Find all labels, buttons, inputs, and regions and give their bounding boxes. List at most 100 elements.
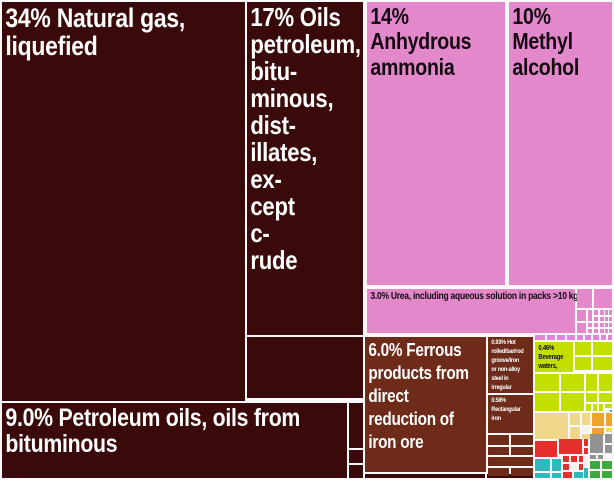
treemap-mosaic-cell[interactable] <box>588 329 592 333</box>
treemap-mosaic-cell[interactable] <box>579 464 583 470</box>
treemap-mosaic-cell[interactable] <box>575 342 591 355</box>
treemap-mosaic-cell[interactable] <box>559 439 582 454</box>
treemap-mosaic-cell[interactable] <box>563 472 572 478</box>
treemap-mosaic-cell[interactable] <box>584 468 588 478</box>
treemap-cell-petroleum-oils-bituminous[interactable]: 9.0% Petroleum oils, oils from bituminou… <box>2 403 347 478</box>
treemap-mosaic-cell[interactable] <box>574 472 583 478</box>
treemap-mosaic-cell[interactable] <box>609 317 612 321</box>
treemap-mosaic-cell[interactable] <box>349 403 363 448</box>
treemap-mosaic-cell[interactable] <box>584 456 588 466</box>
treemap-mosaic-cell[interactable] <box>488 435 509 445</box>
treemap-mosaic-cell[interactable] <box>488 447 509 455</box>
treemap-mosaic-cell[interactable] <box>593 404 597 411</box>
treemap-mosaic-cell[interactable] <box>584 439 588 446</box>
treemap-mosaic-cell[interactable] <box>570 427 580 439</box>
treemap-mosaic-cell[interactable] <box>349 465 363 478</box>
treemap-mosaic-cell[interactable] <box>593 357 612 370</box>
treemap-mosaic-cell[interactable] <box>535 374 559 391</box>
treemap-mosaic-cell[interactable] <box>599 374 612 391</box>
treemap-mosaic-cell[interactable] <box>571 464 577 470</box>
treemap-mosaic-cell[interactable] <box>552 473 561 478</box>
treemap-cell-misc-dark[interactable] <box>247 337 363 398</box>
treemap-mosaic-cell[interactable] <box>588 310 592 321</box>
treemap-mosaic-cell[interactable] <box>600 310 604 315</box>
treemap-mosaic-cell[interactable] <box>605 310 608 315</box>
treemap-mosaic-cell[interactable] <box>593 342 612 355</box>
treemap-mosaic-cell[interactable] <box>598 455 603 459</box>
treemap-mosaic-cell[interactable] <box>349 450 363 463</box>
treemap-mosaic-cell[interactable] <box>535 473 550 478</box>
treemap-mosaic-cell[interactable] <box>579 456 583 462</box>
treemap-mosaic-cell[interactable] <box>592 413 604 426</box>
treemap-mosaic-cell[interactable] <box>535 441 557 457</box>
treemap-mosaic-cell[interactable] <box>609 323 612 327</box>
treemap-mosaic-cell[interactable] <box>511 435 533 445</box>
treemap-mosaic-cell[interactable] <box>557 335 565 340</box>
treemap-mosaic-cell[interactable] <box>605 404 612 408</box>
treemap-mosaic-cell[interactable] <box>552 459 561 471</box>
treemap-mosaic-cell[interactable] <box>586 393 597 402</box>
treemap-mosaic-cell[interactable] <box>582 434 590 439</box>
treemap-mosaic-cell[interactable] <box>594 310 598 315</box>
treemap-mosaic-cell[interactable] <box>609 329 612 333</box>
treemap-mosaic-cell[interactable] <box>590 461 600 469</box>
treemap-mosaic-cell[interactable] <box>592 428 604 435</box>
treemap-mosaic-cell[interactable] <box>602 471 612 478</box>
treemap-mosaic-cell[interactable] <box>575 357 591 370</box>
treemap-mosaic-cell[interactable] <box>535 459 550 471</box>
treemap-mosaic-cell[interactable] <box>577 323 586 333</box>
treemap-mosaic-cell[interactable] <box>605 410 609 412</box>
treemap-mosaic-cell[interactable] <box>488 468 509 476</box>
treemap-mosaic-cell[interactable] <box>605 329 608 333</box>
treemap-mosaic-cell[interactable] <box>590 455 596 459</box>
treemap-mosaic-cell[interactable] <box>561 374 584 391</box>
treemap-mosaic-cell[interactable] <box>606 428 612 432</box>
treemap-cell-hot-rolled-bar-rod[interactable]: 0.93% Hot rolled/bar/rod groove/iron or … <box>488 337 533 393</box>
treemap-cell-natural-gas-liquefied[interactable]: 34% Natural gas, liquefied <box>2 2 245 401</box>
treemap-cell-rectangular-iron[interactable]: 0.58% Rectangular iron <box>488 395 533 433</box>
treemap-mosaic-cell[interactable] <box>511 468 533 476</box>
treemap-mosaic-cell[interactable] <box>535 335 545 340</box>
treemap-mosaic-cell[interactable] <box>582 427 590 432</box>
treemap-mosaic-cell[interactable] <box>605 323 608 327</box>
treemap-mosaic-cell[interactable] <box>606 413 612 426</box>
treemap-mosaic-cell[interactable] <box>561 393 584 411</box>
treemap-mosaic-cell[interactable] <box>594 317 598 321</box>
treemap-mosaic-cell[interactable] <box>600 317 604 321</box>
treemap-mosaic-cell[interactable] <box>535 393 559 411</box>
treemap-mosaic-cell[interactable] <box>610 410 612 412</box>
treemap-mosaic-cell[interactable] <box>605 445 612 453</box>
treemap-cell-ferrous-products[interactable]: 6.0% Ferrous products from direct reduct… <box>365 337 486 472</box>
treemap-mosaic-cell[interactable] <box>609 310 612 315</box>
treemap-mosaic-cell[interactable] <box>584 448 588 454</box>
treemap-cell-methyl-alcohol[interactable]: 10% Methyl alcohol <box>509 2 612 285</box>
treemap-cell-beverage-waters[interactable]: 0.46% Beverage waters, <box>535 342 573 372</box>
treemap-mosaic-cell[interactable] <box>608 335 612 340</box>
treemap-mosaic-cell[interactable] <box>577 335 583 340</box>
treemap-cell-urea[interactable]: 3.0% Urea, including aqueous solution in… <box>367 289 578 333</box>
treemap-mosaic-cell[interactable] <box>600 329 604 333</box>
treemap-mosaic-cell[interactable] <box>601 335 606 340</box>
treemap-mosaic-cell[interactable] <box>594 289 612 308</box>
treemap-mosaic-cell[interactable] <box>600 323 604 327</box>
treemap-mosaic-cell[interactable] <box>585 335 591 340</box>
treemap-mosaic-cell[interactable] <box>582 413 590 425</box>
treemap-mosaic-cell[interactable] <box>487 474 533 478</box>
treemap-mosaic-cell[interactable] <box>590 434 603 453</box>
treemap-mosaic-cell[interactable] <box>571 456 577 462</box>
treemap-mosaic-cell[interactable] <box>588 323 592 327</box>
treemap-mosaic-cell[interactable] <box>535 413 568 439</box>
treemap-mosaic-cell[interactable] <box>599 393 612 402</box>
treemap-mosaic-cell[interactable] <box>547 335 555 340</box>
treemap-mosaic-cell[interactable] <box>590 471 600 478</box>
treemap-mosaic-cell[interactable] <box>365 474 485 478</box>
treemap-mosaic-cell[interactable] <box>586 374 597 391</box>
treemap-mosaic-cell[interactable] <box>586 404 591 411</box>
treemap-mosaic-cell[interactable] <box>599 404 603 411</box>
treemap-mosaic-cell[interactable] <box>577 310 586 321</box>
treemap-mosaic-cell[interactable] <box>563 456 569 462</box>
treemap-mosaic-cell[interactable] <box>567 335 575 340</box>
treemap-mosaic-cell[interactable] <box>605 434 612 443</box>
treemap-mosaic-cell[interactable] <box>511 447 533 455</box>
treemap-mosaic-cell[interactable] <box>563 464 569 470</box>
